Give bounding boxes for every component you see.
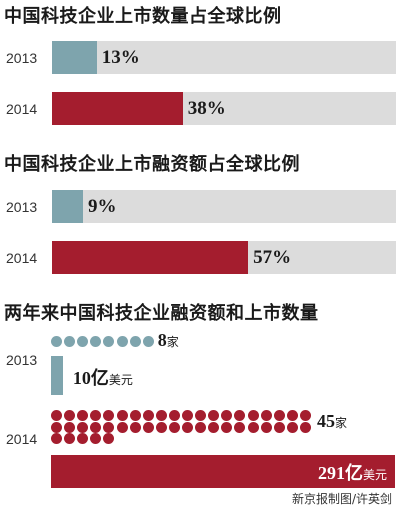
chart3-year-2014: 2014 (6, 431, 38, 447)
company-dot-2014 (299, 421, 311, 433)
credit-text: 新京报制图/许英剑 (291, 492, 392, 506)
amount-value-2013: 10亿 (72, 368, 109, 388)
amount-bar-2014 (51, 455, 395, 488)
company-dot-2014 (142, 410, 154, 421)
company-dot-2014 (168, 421, 180, 433)
amount-unit-2014: 美元 (363, 468, 388, 482)
company-dot-2014 (221, 410, 233, 421)
amount-label-2014: 291亿美元 (318, 459, 387, 485)
company-dot-2014 (90, 433, 102, 444)
company-dot-2014 (208, 421, 220, 433)
company-dot-2014 (90, 421, 102, 433)
chart2-label-2013: 9% (87, 195, 117, 217)
count-label-2013: 8家 (158, 330, 179, 351)
count-value-2013: 8 (157, 330, 167, 350)
company-dot-2014 (116, 410, 128, 421)
company-dot-2014 (221, 421, 233, 433)
company-dot-2014 (273, 421, 285, 433)
chart1-label-2014: 38% (187, 97, 226, 119)
chart2-year-2013: 2013 (6, 199, 38, 215)
chart2-track-2014: 57% (52, 241, 396, 274)
company-dot-2014 (182, 410, 193, 421)
count-value-2014: 45 (317, 411, 335, 431)
company-dot-2014 (103, 410, 115, 421)
company-dot-2013 (51, 336, 62, 347)
company-dot-2014 (51, 421, 62, 433)
chart1-title: 中国科技企业上市数量占全球比例 (4, 6, 282, 27)
company-dot-2014 (168, 410, 180, 421)
company-dot-2014 (90, 410, 102, 421)
company-dot-2014 (260, 421, 272, 433)
company-dot-2014 (142, 421, 154, 433)
company-dot-2014 (51, 433, 62, 444)
chart2-track-2013: 9% (52, 190, 396, 223)
company-dot-2014 (208, 410, 220, 421)
count-unit-2014: 家 (335, 416, 348, 430)
chart1-track-2014: 38% (52, 92, 396, 125)
company-dot-2014 (129, 410, 141, 421)
company-dot-2014 (77, 421, 89, 433)
company-dot-2014 (247, 410, 259, 421)
company-dot-2014 (155, 410, 167, 421)
company-dot-2013 (90, 336, 102, 347)
company-dot-2014 (299, 410, 311, 421)
chart2-bar-2014 (52, 241, 249, 274)
company-dot-2014 (51, 410, 62, 421)
chart1-label-2013: 13% (101, 46, 140, 68)
company-dot-2013 (77, 336, 89, 347)
chart2-year-2014: 2014 (6, 250, 38, 266)
company-dot-2013 (116, 336, 128, 347)
company-dot-2014 (77, 433, 89, 444)
company-dot-2013 (103, 336, 115, 347)
company-dot-2013 (64, 336, 76, 347)
chart1-year-2013: 2013 (6, 50, 38, 66)
company-dot-2013 (142, 336, 154, 347)
company-dot-2014 (234, 410, 246, 421)
amount-label-2013: 10亿美元 (73, 364, 133, 390)
chart3-title: 两年来中国科技企业融资额和上市数量 (4, 303, 319, 324)
company-dot-2014 (247, 421, 259, 433)
company-dot-2014 (103, 433, 115, 444)
amount-unit-2013: 美元 (108, 373, 133, 387)
count-unit-2013: 家 (166, 335, 179, 349)
company-dot-2014 (273, 410, 285, 421)
company-dot-2014 (129, 421, 141, 433)
count-label-2014: 45家 (317, 411, 347, 432)
chart1-bar-2013 (52, 41, 97, 74)
company-dot-2014 (286, 421, 298, 433)
chart2-title: 中国科技企业上市融资额占全球比例 (4, 154, 300, 175)
company-dot-2014 (195, 410, 207, 421)
company-dot-2014 (64, 433, 76, 444)
company-dot-2014 (195, 421, 207, 433)
company-dot-2014 (64, 421, 76, 433)
chart1-track-2013: 13% (52, 41, 396, 74)
amount-bar-2013 (51, 356, 63, 395)
chart2-label-2014: 57% (253, 246, 292, 268)
company-dot-2014 (64, 410, 76, 421)
company-dot-2014 (103, 421, 115, 433)
chart1-bar-2014 (52, 92, 183, 125)
company-dot-2014 (116, 421, 128, 433)
company-dot-2013 (129, 336, 141, 347)
chart3-year-2013: 2013 (6, 352, 38, 368)
company-dot-2014 (77, 410, 89, 421)
company-dot-2014 (260, 410, 272, 421)
chart1-year-2014: 2014 (6, 101, 38, 117)
company-dot-2014 (182, 421, 193, 433)
company-dot-2014 (234, 421, 246, 433)
company-dot-2014 (155, 421, 167, 433)
chart2-bar-2013 (52, 190, 83, 223)
amount-value-2014: 291亿 (318, 463, 363, 483)
company-dot-2014 (286, 410, 298, 421)
